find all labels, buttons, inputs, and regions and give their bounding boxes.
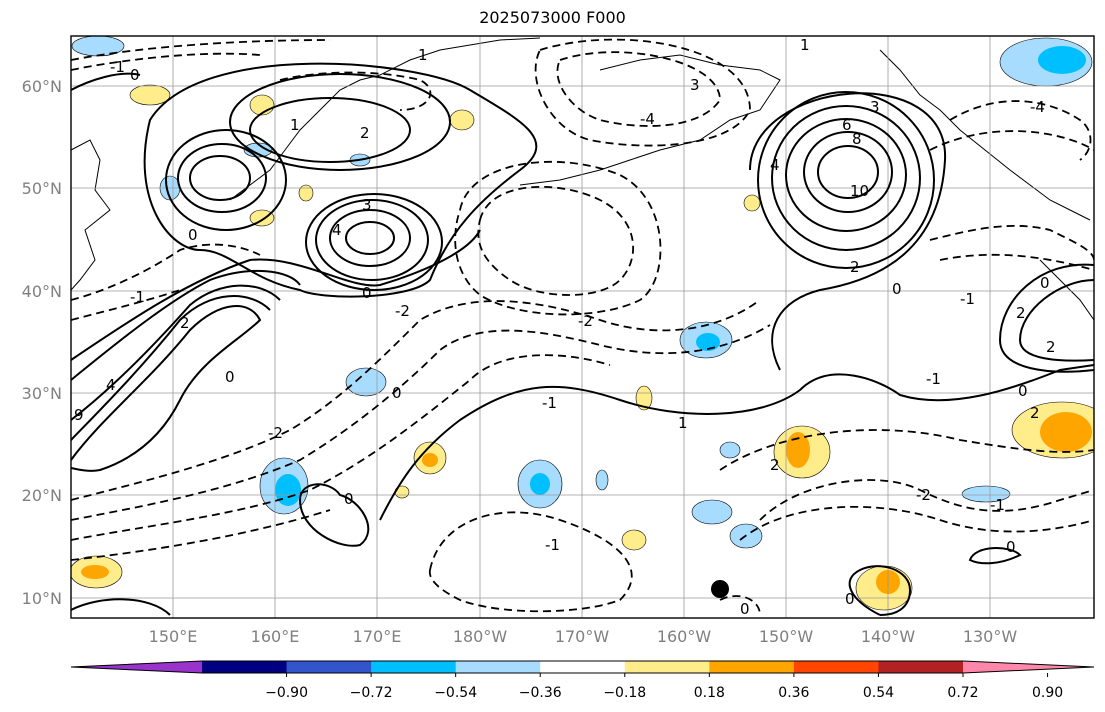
map-area: -1 0 1 2 3 4 6 8 10 3 4 2 0 -2 -4 3 0 -2… [71,36,1094,618]
lon-label: 160°E [251,627,300,646]
colorbar-tick-label: 0.72 [947,685,978,701]
colorbar-swatch [202,661,288,673]
contour-label: 9 [74,406,84,424]
contour-label: 0 [892,280,902,298]
contour-label: 1 [290,116,300,134]
contour-label: 8 [852,130,862,148]
contour-label: 0 [130,66,140,84]
lon-label: 150°W [759,627,814,646]
latitude-labels: 60°N 50°N 40°N 30°N 20°N 10°N [22,77,62,608]
shaded-anomalies [71,36,1094,611]
contour-label: -1 [542,394,557,412]
lon-label: 150°E [149,627,198,646]
solid-contours [71,62,1094,616]
contour-label: 0 [225,368,235,386]
center-marker [711,580,729,598]
contour-label: -1 [960,290,975,308]
contour-label: 3 [362,196,372,214]
colorbar-swatch [286,661,372,673]
colorbar-swatch [709,661,795,673]
colorbar-swatch [540,661,626,673]
contour-label: 3 [690,76,700,94]
contour-label: 0 [1006,538,1016,556]
contour-label: -1 [926,370,941,388]
colorbar-tick-label: 0.90 [1032,685,1063,701]
contour-label: 2 [770,456,780,474]
contour-label: -1 [545,536,560,554]
lat-label: 60°N [22,77,62,96]
contour-label: 2 [850,258,860,276]
map-title: 2025073000 F000 [479,8,626,27]
contour-label: 4 [332,221,342,239]
lat-label: 50°N [22,179,62,198]
lon-label: 170°W [555,627,610,646]
contour-label: 0 [1018,382,1028,400]
contour-label: 0 [362,284,372,302]
contour-label: -4 [640,110,655,128]
colorbar-tick-label: −0.72 [350,685,393,701]
contour-label: 2 [180,314,190,332]
lon-label: 140°W [861,627,916,646]
lat-label: 20°N [22,486,62,505]
colorbar-swatch [624,661,710,673]
dashed-contours [71,38,1094,616]
contour-label: 4 [770,156,780,174]
colorbar-tick-label: 0.54 [863,685,894,701]
contour-label: 2 [1046,338,1056,356]
contour-label: -1 [110,58,125,76]
contour-label: 0 [188,226,198,244]
contour-label: 0 [392,384,402,402]
colorbar-outline [70,660,1095,674]
contour-label: 1 [678,414,688,432]
contour-label: 2 [360,124,370,142]
contour-label: 2 [1016,304,1026,322]
lon-label: 160°W [657,627,712,646]
contour-label: 0 [344,490,354,508]
map-frame [70,35,1095,619]
contour-label: 3 [870,98,880,116]
graticule [71,36,1094,618]
contour-label: 10 [850,182,869,200]
colorbar-extend-min [71,661,202,673]
colorbar: −0.90 −0.72 −0.54 −0.36 −0.18 0.18 0.36 0.54 0.7… [70,660,1095,701]
colorbar-swatch [878,661,964,673]
lon-label: 170°E [353,627,402,646]
colorbar-tick-label: −0.54 [434,685,477,701]
contour-label: 1 [418,46,428,64]
lat-label: 30°N [22,384,62,403]
colorbar-swatch [455,661,541,673]
colorbar-swatch [793,661,879,673]
lon-label: 130°W [963,627,1018,646]
colorbar-tick-label: 0.18 [694,685,725,701]
contour-label: 0 [740,600,750,618]
contour-label: -2 [395,302,410,320]
contour-label: 2 [1030,404,1040,422]
contour-label: 6 [842,116,852,134]
contour-label: 4 [106,376,116,394]
contour-label: 0 [845,590,855,608]
colorbar-tick-label: 0.36 [778,685,809,701]
lat-label: 40°N [22,282,62,301]
colorbar-extend-max [963,661,1094,673]
colorbar-tick-label: −0.90 [265,685,308,701]
contour-label: -4 [1030,98,1045,116]
colorbar-swatch [371,661,457,673]
lat-label: 10°N [22,589,62,608]
contour-label: -1 [130,288,145,306]
longitude-labels: 150°E 160°E 170°E 180°W 170°W 160°W 150°… [149,627,1018,646]
lon-label: 180°W [453,627,508,646]
contour-label: -2 [916,486,931,504]
colorbar-tick-label: −0.18 [603,685,646,701]
contour-label: -2 [578,312,593,330]
contour-label: -2 [268,424,283,442]
coastlines [71,37,1094,321]
contour-label: 1 [800,36,810,54]
colorbar-tick-label: −0.36 [519,685,562,701]
contour-label: 0 [1040,274,1050,292]
contour-labels: -1 0 1 2 3 4 6 8 10 3 4 2 0 -2 -4 3 0 -2… [74,36,1056,618]
contour-label: -1 [990,496,1005,514]
